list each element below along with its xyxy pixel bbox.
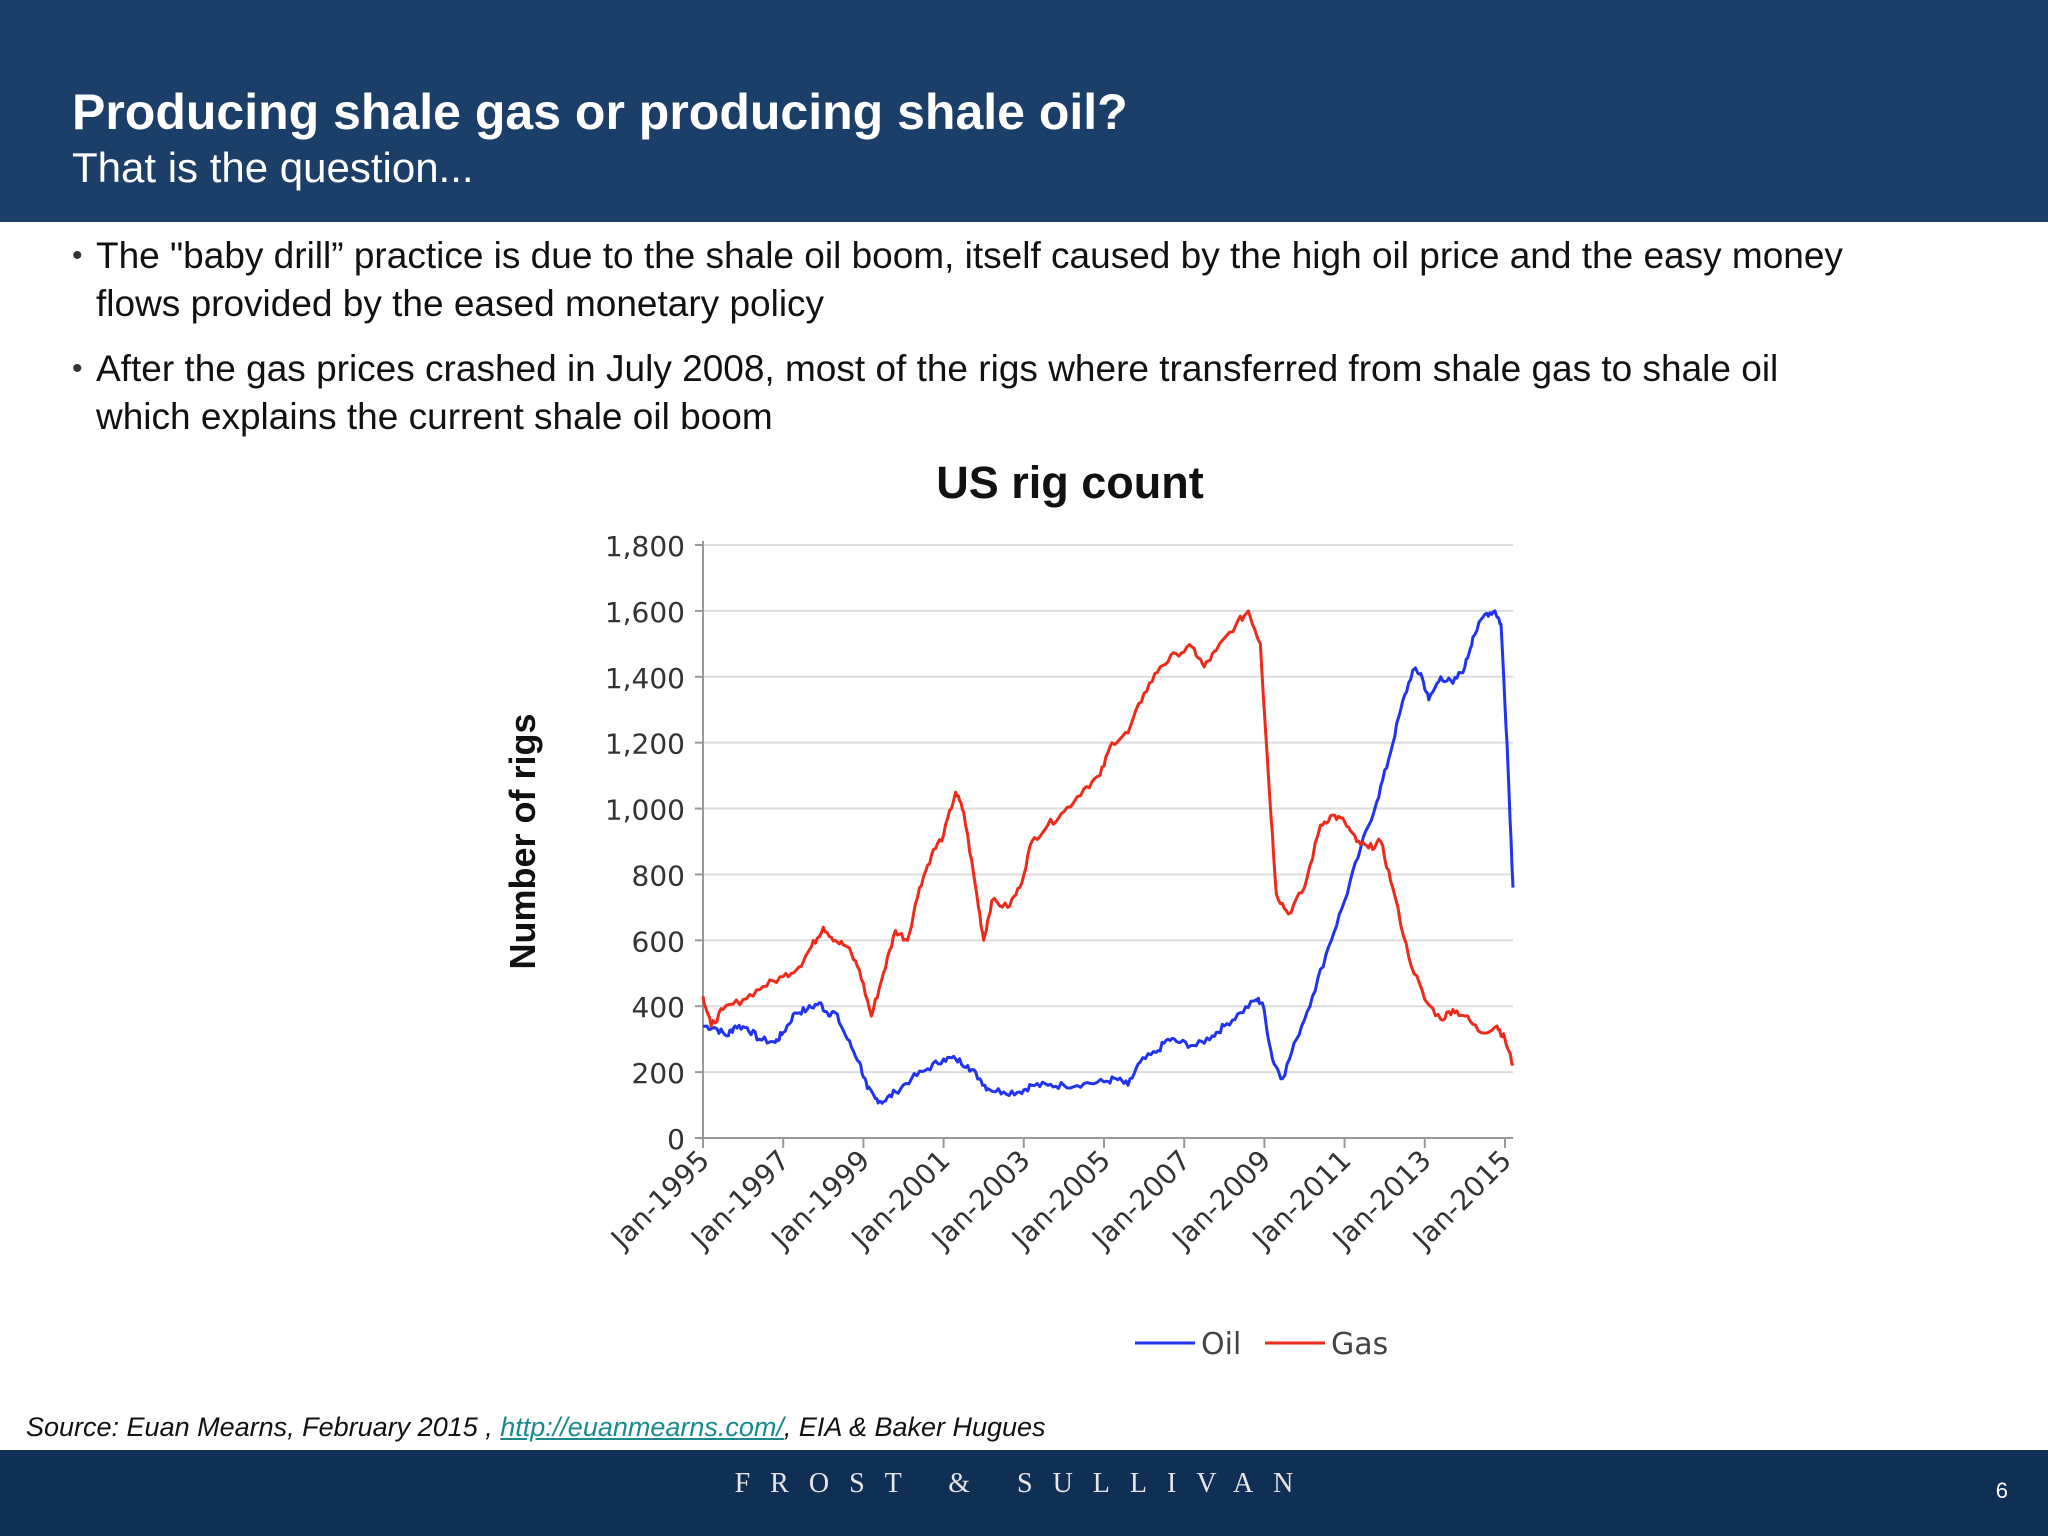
slide-header: Producing shale gas or producing shale o… — [0, 0, 2048, 222]
y-axis-label: Number of rigs — [502, 713, 543, 969]
source-note: Source: Euan Mearns, February 2015 , htt… — [26, 1412, 1046, 1443]
slide-title: Producing shale gas or producing shale o… — [72, 84, 1128, 140]
y-tick-label: 1,800 — [605, 530, 685, 563]
source-link[interactable]: http://euanmearns.com/ — [500, 1412, 784, 1442]
source-suffix: , EIA & Baker Hugues — [783, 1412, 1046, 1442]
series-line-gas — [701, 609, 1515, 1067]
legend-label-oil: Oil — [1201, 1327, 1241, 1362]
series-line-oil — [702, 609, 1515, 1105]
y-tick-label: 200 — [632, 1057, 685, 1090]
chart-series — [701, 609, 1515, 1105]
bullet-icon: • — [72, 239, 83, 272]
y-tick-label: 800 — [632, 859, 685, 892]
slide-subtitle: That is the question... — [72, 144, 474, 191]
y-tick-label: 400 — [632, 991, 685, 1024]
bullet-line: After the gas prices crashed in July 200… — [96, 348, 1779, 389]
page-number: 6 — [1995, 1478, 2008, 1503]
bullet-line: The "baby drill” practice is due to the … — [96, 235, 1843, 276]
y-tick-label: 0 — [667, 1123, 685, 1156]
y-tick-label: 1,200 — [605, 728, 685, 761]
chart-legend: Oil Gas — [1135, 1327, 1388, 1362]
chart-title: US rig count — [936, 457, 1204, 508]
y-tick-label: 1,400 — [605, 662, 685, 695]
y-tick-label: 1,600 — [605, 596, 685, 629]
rig-count-chart: 02004006008001,0001,2001,4001,6001,800Ja… — [502, 530, 1518, 1362]
chart-grid — [703, 544, 1513, 1074]
legend-label-gas: Gas — [1331, 1327, 1388, 1362]
bullet-item: • After the gas prices crashed in July 2… — [72, 345, 2012, 441]
brand-logo: FROST & SULLIVAN — [734, 1468, 1314, 1499]
bullet-icon: • — [72, 352, 83, 385]
y-tick-label: 600 — [632, 925, 685, 958]
chart-axes: 02004006008001,0001,2001,4001,6001,800Ja… — [603, 530, 1518, 1256]
slide-footer: FROST & SULLIVAN 6 — [0, 1450, 2048, 1536]
y-tick-label: 1,000 — [605, 794, 685, 827]
bullet-list: • The "baby drill” practice is due to th… — [72, 232, 2012, 458]
bullet-line: which explains the current shale oil boo… — [96, 396, 773, 437]
bullet-item: • The "baby drill” practice is due to th… — [72, 232, 2012, 328]
bullet-line: flows provided by the eased monetary pol… — [96, 283, 825, 324]
source-prefix: Source: Euan Mearns, February 2015 , — [26, 1412, 501, 1442]
